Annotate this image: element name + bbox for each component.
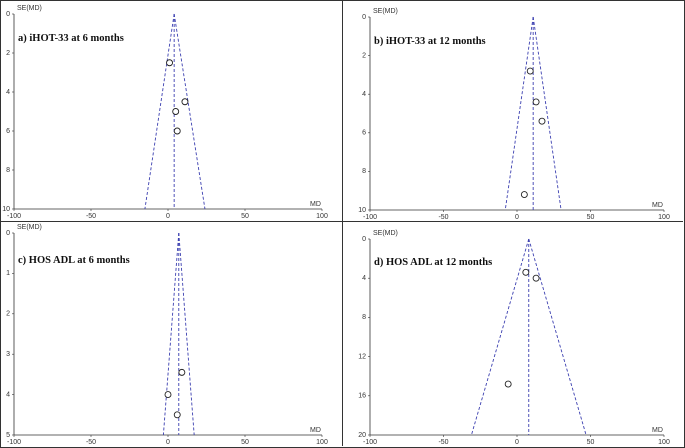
funnel-right-limit bbox=[532, 16, 562, 211]
study-point bbox=[520, 191, 528, 199]
study-point bbox=[178, 368, 186, 376]
y-tick-label: 0 bbox=[362, 236, 366, 243]
x-tick-label: -100 bbox=[7, 439, 21, 446]
x-tick-label: -50 bbox=[86, 213, 96, 220]
y-tick-label: 12 bbox=[358, 353, 366, 360]
study-point bbox=[164, 391, 172, 399]
y-tick-label: 10 bbox=[358, 207, 366, 214]
x-axis-label: MD bbox=[652, 427, 663, 434]
y-tick-label: 3 bbox=[6, 351, 10, 358]
x-tick-label: -100 bbox=[7, 213, 21, 220]
y-tick-label: 0 bbox=[6, 230, 10, 237]
funnel-plot-panel-1: 0 2 4 6 8 10-100 -50 0 50 100 SE(MD) MD a) iHOT-33 a… bbox=[2, 5, 328, 220]
study-point bbox=[532, 98, 540, 106]
funnel-left-limit bbox=[504, 16, 534, 211]
x-axis-label: MD bbox=[652, 202, 663, 209]
study-point bbox=[522, 268, 530, 276]
x-tick-label: 50 bbox=[241, 213, 249, 220]
panel-divider-horizontal bbox=[0, 221, 683, 222]
x-tick-label: -50 bbox=[86, 439, 96, 446]
panel-title: c) HOS ADL at 6 months bbox=[18, 255, 130, 266]
panel-title: b) iHOT-33 at 12 months bbox=[374, 36, 486, 47]
x-tick-label: 0 bbox=[166, 439, 170, 446]
y-tick-label: 8 bbox=[362, 168, 366, 175]
funnel-left-limit bbox=[144, 13, 175, 210]
x-tick-label: 100 bbox=[658, 214, 670, 221]
y-tick-label: 0 bbox=[362, 14, 366, 21]
x-tick-label: 100 bbox=[658, 439, 670, 446]
x-tick-label: 50 bbox=[587, 214, 595, 221]
y-tick-label: 6 bbox=[6, 128, 10, 135]
y-tick-label: 8 bbox=[362, 314, 366, 321]
x-tick-label: 100 bbox=[316, 213, 328, 220]
panel-divider-vertical bbox=[342, 0, 343, 446]
x-tick-label: -50 bbox=[438, 214, 448, 221]
funnel-left-limit bbox=[470, 238, 530, 436]
funnel-right-limit bbox=[528, 238, 587, 436]
funnel-plot-panel-2: 0 2 4 6 8 10-100 -50 0 50 100 SE(MD) MD b) iHOT-33 a… bbox=[358, 8, 670, 221]
y-tick-label: 2 bbox=[362, 52, 366, 59]
study-point bbox=[173, 411, 181, 419]
panel-title: a) iHOT-33 at 6 months bbox=[18, 33, 124, 44]
study-point bbox=[526, 67, 534, 75]
funnel-right-limit bbox=[178, 232, 195, 436]
study-point bbox=[172, 108, 180, 115]
y-tick-label: 8 bbox=[6, 167, 10, 174]
study-point bbox=[166, 59, 173, 67]
x-tick-label: -100 bbox=[363, 439, 377, 446]
study-point bbox=[532, 274, 540, 282]
funnel-plot-panel-4: 0 4 8 12 16 20-100 -50 0 50 100 SE(MD) MD d) HOS ADL… bbox=[358, 230, 670, 446]
y-tick-label: 4 bbox=[6, 391, 10, 398]
x-axis-label: MD bbox=[310, 201, 321, 208]
x-tick-label: 0 bbox=[515, 439, 519, 446]
y-tick-label: 10 bbox=[2, 206, 10, 213]
x-tick-label: -100 bbox=[363, 214, 377, 221]
y-tick-label: 2 bbox=[6, 311, 10, 318]
x-tick-label: 100 bbox=[316, 439, 328, 446]
panel-title: d) HOS ADL at 12 months bbox=[374, 257, 492, 268]
y-axis-label: SE(MD) bbox=[17, 224, 42, 231]
study-point bbox=[538, 117, 546, 125]
x-tick-label: 50 bbox=[241, 439, 249, 446]
funnel-plot-panel-3: 0 1 2 3 4 5-100 -50 0 50 100 SE(MD) MD c) HOS ADL at… bbox=[6, 224, 328, 446]
study-point bbox=[173, 127, 181, 135]
study-point bbox=[504, 380, 512, 388]
study-point bbox=[181, 98, 189, 106]
x-tick-label: 0 bbox=[166, 213, 170, 220]
x-tick-label: -50 bbox=[438, 439, 448, 446]
x-tick-label: 50 bbox=[587, 439, 595, 446]
y-tick-label: 4 bbox=[362, 91, 366, 98]
y-axis-label: SE(MD) bbox=[17, 5, 42, 12]
x-axis-label: MD bbox=[310, 427, 321, 434]
x-tick-label: 0 bbox=[515, 214, 519, 221]
y-tick-label: 0 bbox=[6, 11, 10, 18]
y-tick-label: 20 bbox=[358, 432, 366, 439]
y-tick-label: 6 bbox=[362, 130, 366, 137]
funnel-right-limit bbox=[173, 13, 206, 210]
y-tick-label: 2 bbox=[6, 50, 10, 57]
y-tick-label: 16 bbox=[358, 393, 366, 400]
funnel-left-limit bbox=[162, 232, 180, 436]
y-axis-label: SE(MD) bbox=[373, 230, 398, 237]
y-tick-label: 4 bbox=[6, 89, 10, 96]
y-tick-label: 4 bbox=[362, 275, 366, 282]
y-tick-label: 1 bbox=[6, 270, 10, 277]
y-axis-label: SE(MD) bbox=[373, 8, 398, 15]
y-tick-label: 5 bbox=[6, 432, 10, 439]
